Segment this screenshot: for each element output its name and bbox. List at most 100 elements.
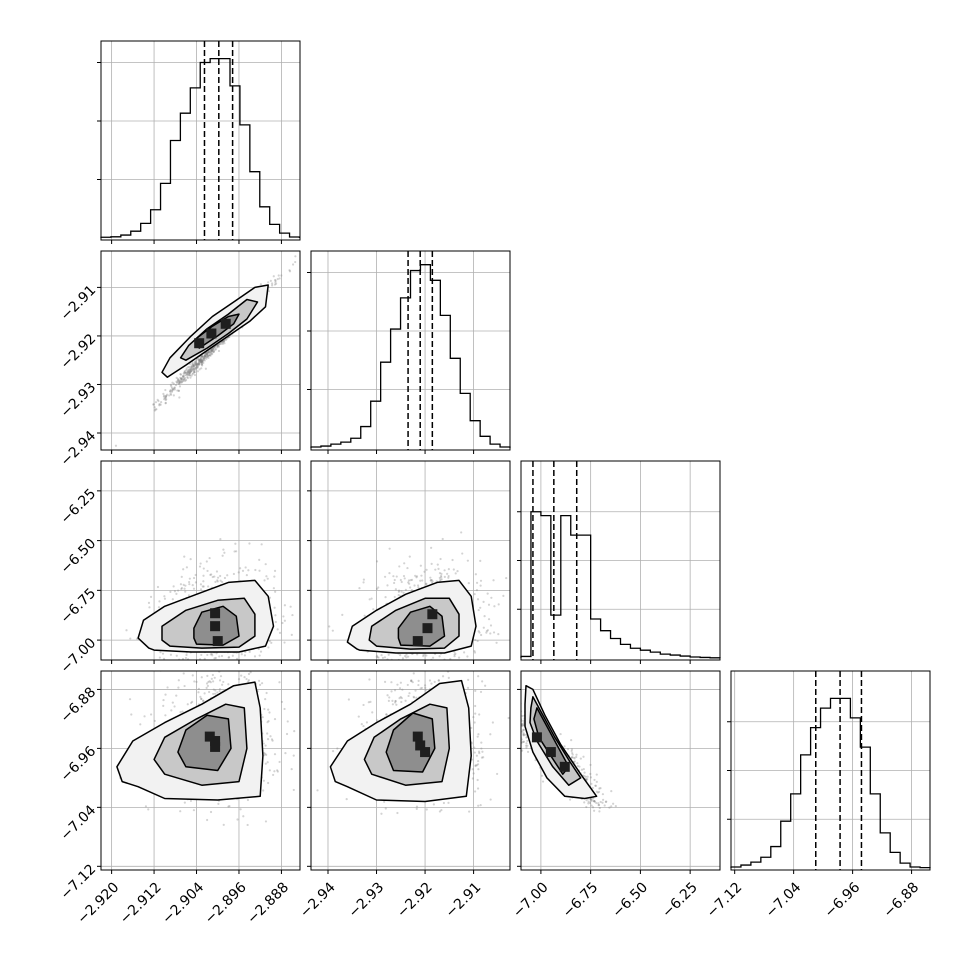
scatter-point <box>273 657 275 659</box>
density-peak <box>210 621 220 631</box>
scatter-point <box>477 787 479 789</box>
scatter-point <box>278 274 280 276</box>
density-peak <box>221 319 231 329</box>
scatter-point <box>200 562 202 564</box>
scatter-point <box>284 620 286 622</box>
scatter-point <box>475 573 477 575</box>
scatter-point <box>474 713 476 715</box>
scatter-point <box>480 742 482 744</box>
scatter-point <box>489 632 491 634</box>
scatter-point <box>363 579 365 581</box>
scatter-point <box>228 805 230 807</box>
scatter-point <box>410 680 412 682</box>
scatter-point <box>242 660 244 662</box>
scatter-point <box>178 382 180 384</box>
scatter-point <box>199 360 201 362</box>
scatter-point <box>200 661 202 663</box>
scatter-point <box>423 667 425 669</box>
scatter-point <box>396 575 398 577</box>
scatter-point <box>273 576 275 578</box>
scatter-point <box>240 675 242 677</box>
scatter-point <box>218 655 220 657</box>
scatter-point <box>272 740 274 742</box>
scatter-point <box>175 384 177 386</box>
scatter-point <box>468 582 470 584</box>
scatter-point <box>262 716 264 718</box>
scatter-point <box>406 667 408 669</box>
scatter-point <box>148 602 150 604</box>
scatter-point <box>474 690 476 692</box>
scatter-point <box>402 657 404 659</box>
scatter-point <box>162 653 164 655</box>
scatter-point <box>169 591 171 593</box>
scatter-point <box>487 593 489 595</box>
scatter-point <box>293 755 295 757</box>
scatter-point <box>147 808 149 810</box>
scatter-point <box>202 580 204 582</box>
scatter-point <box>158 403 160 405</box>
scatter-point <box>493 631 495 633</box>
scatter-point <box>221 684 223 686</box>
scatter-point <box>293 789 295 791</box>
scatter-point <box>148 606 150 608</box>
scatter-point <box>206 819 208 821</box>
scatter-point <box>207 685 209 687</box>
scatter-point <box>184 591 186 593</box>
scatter-point <box>358 715 360 717</box>
scatter-point <box>390 662 392 664</box>
scatter-point <box>417 584 419 586</box>
scatter-point <box>211 653 213 655</box>
scatter-point <box>430 547 432 549</box>
scatter-point <box>248 673 250 675</box>
scatter-point <box>188 583 190 585</box>
scatter-point <box>400 590 402 592</box>
scatter-point <box>182 568 184 570</box>
scatter-point <box>238 571 240 573</box>
scatter-point <box>492 721 494 723</box>
scatter-point <box>476 755 478 757</box>
scatter-point <box>396 812 398 814</box>
scatter-point <box>420 575 422 577</box>
scatter-point <box>380 654 382 656</box>
scatter-point <box>193 680 195 682</box>
scatter-point <box>260 283 262 285</box>
scatter-point <box>209 680 211 682</box>
scatter-point <box>180 374 182 376</box>
scatter-point <box>180 583 182 585</box>
scatter-point <box>479 560 481 562</box>
scatter-point <box>172 598 174 600</box>
scatter-point <box>481 680 483 682</box>
scatter-point <box>400 579 402 581</box>
scatter-point <box>407 695 409 697</box>
density-peak <box>210 608 220 618</box>
scatter-point <box>202 700 204 702</box>
scatter-point <box>489 733 491 735</box>
scatter-point <box>502 595 504 597</box>
scatter-point <box>453 655 455 657</box>
scatter-point <box>178 390 180 392</box>
scatter-point <box>413 672 415 674</box>
scatter-point <box>204 354 206 356</box>
scatter-point <box>219 688 221 690</box>
scatter-point <box>218 662 220 664</box>
scatter-point <box>472 716 474 718</box>
scatter-point <box>440 573 442 575</box>
scatter-point <box>425 689 427 691</box>
scatter-point <box>437 563 439 565</box>
scatter-point <box>143 715 145 717</box>
density-peak <box>213 636 223 646</box>
scatter-point <box>294 255 296 257</box>
density-peak <box>427 609 437 619</box>
scatter-point <box>435 663 437 665</box>
scatter-point <box>279 632 281 634</box>
scatter-point <box>201 676 203 678</box>
scatter-point <box>480 691 482 693</box>
scatter-point <box>369 598 371 600</box>
scatter-point <box>269 769 271 771</box>
scatter-point <box>261 543 263 545</box>
scatter-point <box>164 389 166 391</box>
scatter-point <box>408 692 410 694</box>
scatter-point <box>278 681 280 683</box>
scatter-point <box>495 642 497 644</box>
